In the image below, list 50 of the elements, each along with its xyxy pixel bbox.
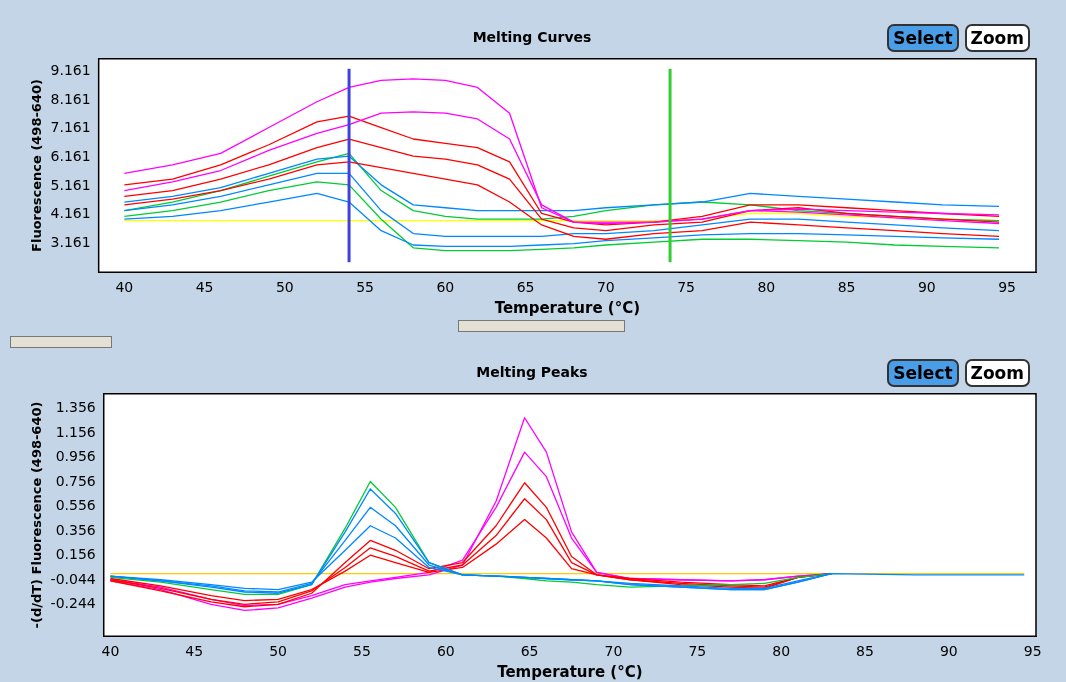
x-tick-label: 80: [757, 279, 776, 296]
x-tick-label: 40: [115, 279, 134, 296]
y-tick-label: -0.244: [50, 595, 96, 612]
y-tick-label: 7.161: [50, 119, 91, 136]
x-tick-label: 70: [596, 279, 615, 296]
text: Select: [887, 24, 959, 52]
x-tick-label: 60: [436, 279, 455, 296]
x-tick-label: 75: [688, 643, 707, 660]
y-tick-label: 0.156: [55, 546, 96, 563]
x-tick-label: 45: [195, 279, 214, 296]
x-tick-label: 50: [269, 643, 288, 660]
y-tick-label: 8.161: [50, 90, 91, 107]
text: Zoom: [964, 24, 1030, 52]
y-axis-title: Fluorescence (498-640): [29, 79, 45, 252]
x-tick-label: 80: [772, 643, 791, 660]
x-tick-label: 85: [837, 279, 856, 296]
x-axis-title: Temperature (°C): [497, 662, 643, 681]
x-tick-label: 90: [939, 643, 958, 660]
x-tick-label: 65: [516, 279, 535, 296]
y-tick-label: 0.756: [55, 472, 96, 489]
x-axis-title: Temperature (°C): [494, 298, 641, 317]
y-tick-label: 9.161: [50, 62, 91, 79]
y-tick-label: -0.044: [50, 570, 96, 587]
chart-title: Melting Peaks: [476, 364, 588, 381]
x-tick-label: 50: [275, 279, 294, 296]
y-tick-label: 4.161: [50, 205, 91, 222]
x-tick-label: 45: [185, 643, 204, 660]
x-tick-label: 90: [917, 279, 936, 296]
text: Zoom: [964, 359, 1030, 387]
x-tick-label: 55: [353, 643, 371, 660]
x-tick-label: 65: [520, 643, 539, 660]
x-tick-label: 60: [436, 643, 455, 660]
y-tick-label: 3.161: [50, 233, 91, 250]
y-tick-label: 5.161: [50, 176, 91, 193]
text: Select: [887, 359, 959, 387]
y-tick-label: 6.161: [50, 147, 91, 164]
y-tick-label: 0.956: [55, 448, 96, 465]
y-tick-label: 0.556: [55, 497, 96, 514]
y-tick-label: 1.156: [55, 423, 96, 440]
y-axis-title: -(d/dT) Fluorescence (498-640): [29, 401, 45, 629]
x-tick-label: 55: [356, 279, 375, 296]
x-tick-label: 95: [998, 279, 1017, 296]
y-tick-label: 0.356: [55, 521, 96, 538]
x-tick-label: 95: [1023, 643, 1042, 660]
x-tick-label: 40: [101, 643, 120, 660]
chart-title: Melting Curves: [472, 29, 592, 46]
x-tick-label: 75: [677, 279, 696, 296]
x-tick-label: 85: [856, 643, 874, 660]
y-tick-label: 1.356: [55, 399, 96, 416]
x-tick-label: 70: [604, 643, 623, 660]
